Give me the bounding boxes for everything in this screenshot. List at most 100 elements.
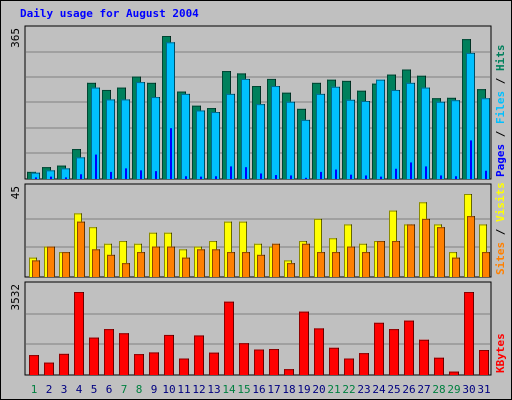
bar-files-day-7 [121,99,130,179]
bar-pages-day-18 [290,175,292,179]
bar-sites-day-22 [347,246,355,277]
bar-files-day-23 [361,101,370,179]
x-tick-label-6: 6 [106,383,113,396]
x-tick-label-22: 22 [342,383,355,396]
x-tick-label-16: 16 [252,383,265,396]
bar-kbytes-day-16 [254,349,264,375]
bar-kbytes-day-31 [479,350,489,375]
bar-kbytes-day-17 [269,349,279,375]
bar-kbytes-day-6 [104,329,114,375]
panel-visits-sites: 45 Sites / Visits [9,182,507,278]
bar-sites-day-14 [227,252,235,277]
bar-files-day-9 [151,97,160,179]
bar-sites-day-10 [167,246,175,277]
x-tick-label-20: 20 [312,383,325,396]
x-tick-label-18: 18 [282,383,295,396]
x-tick-label-28: 28 [432,383,445,396]
bar-files-day-29 [451,100,460,179]
bar-kbytes-day-1 [29,355,39,375]
bar-kbytes-day-24 [374,322,384,375]
bar-pages-day-24 [380,176,382,179]
bar-pages-day-21 [335,169,337,179]
bar-kbytes-day-4 [74,292,84,375]
bar-files-day-8 [136,82,145,179]
bar-files-day-11 [181,93,190,179]
bar-pages-day-29 [455,176,457,179]
bar-sites-day-17 [272,243,280,277]
x-tick-label-21: 21 [327,383,340,396]
legend: KBytes [494,333,507,373]
x-tick-label-19: 19 [297,383,310,396]
bar-pages-day-4 [80,174,82,179]
x-tick-label-25: 25 [387,383,400,396]
bar-kbytes-day-14 [224,301,234,375]
bar-kbytes-day-7 [119,333,129,375]
bar-pages-day-9 [155,171,157,179]
bar-files-day-16 [256,104,265,179]
bar-kbytes-day-28 [434,357,444,375]
legend-kbytes: KBytes [494,333,507,373]
bar-kbytes-day-25 [389,329,399,375]
bar-files-day-1 [31,172,40,179]
bar-sites-day-18 [287,263,295,277]
bar-files-day-4 [76,157,85,179]
bar-kbytes-day-2 [44,362,54,375]
bar-files-day-26 [406,82,415,179]
bar-sites-day-15 [242,252,250,277]
x-tick-label-11: 11 [177,383,190,396]
bar-kbytes-day-12 [194,335,204,375]
bar-pages-day-6 [110,171,112,179]
bar-files-day-19 [301,119,310,179]
x-tick-label-7: 7 [121,383,128,396]
bar-files-day-5 [91,87,100,179]
bar-kbytes-day-30 [464,292,474,375]
ymax-label: 45 [9,186,22,199]
bar-files-day-25 [391,89,400,179]
x-tick-label-5: 5 [91,383,98,396]
legend-sites: Sites [494,242,507,275]
bar-sites-day-8 [137,252,145,277]
bar-kbytes-day-13 [209,352,219,375]
x-tick-label-23: 23 [357,383,370,396]
bar-kbytes-day-10 [164,334,174,375]
bar-files-day-12 [196,110,205,179]
bar-sites-day-27 [422,218,430,277]
legend-hits: Hits [494,45,507,72]
bar-sites-day-5 [92,249,100,277]
x-tick-label-15: 15 [237,383,250,396]
legend-separator: / [494,124,507,144]
bar-pages-day-17 [275,175,277,179]
legend: Pages / Files / Hits [494,45,507,178]
legend-separator: / [494,222,507,242]
bar-pages-day-10 [170,128,172,179]
legend-separator: / [494,71,507,91]
bar-kbytes-day-15 [239,343,249,375]
bar-kbytes-day-29 [449,371,459,375]
bar-files-day-17 [271,86,280,179]
bar-kbytes-day-22 [344,358,354,375]
ymax-label: 365 [9,28,22,48]
bar-kbytes-day-23 [359,353,369,375]
bar-kbytes-day-9 [149,352,159,375]
bar-pages-day-31 [485,170,487,179]
bar-sites-day-11 [182,257,190,277]
x-tick-label-3: 3 [61,383,68,396]
bar-pages-day-27 [425,166,427,179]
x-tick-label-10: 10 [162,383,175,396]
bar-kbytes-day-26 [404,320,414,375]
bar-files-day-18 [286,101,295,179]
bar-pages-day-14 [230,166,232,179]
bar-kbytes-day-8 [134,354,144,375]
x-axis: 1 2 3 4 5 6 7 8 9 10 11 12 13 14 15 16 17 18 19 20 21 22 23 24 2… [31,383,491,396]
x-tick-label-4: 4 [76,383,83,396]
bar-sites-day-9 [152,246,160,277]
bar-sites-day-19 [302,243,310,277]
x-tick-label-27: 27 [417,383,430,396]
bar-files-day-6 [106,99,115,179]
bar-pages-day-1 [35,177,37,179]
bar-pages-day-7 [125,168,127,179]
bar-sites-day-26 [407,224,415,277]
x-tick-label-30: 30 [462,383,475,396]
